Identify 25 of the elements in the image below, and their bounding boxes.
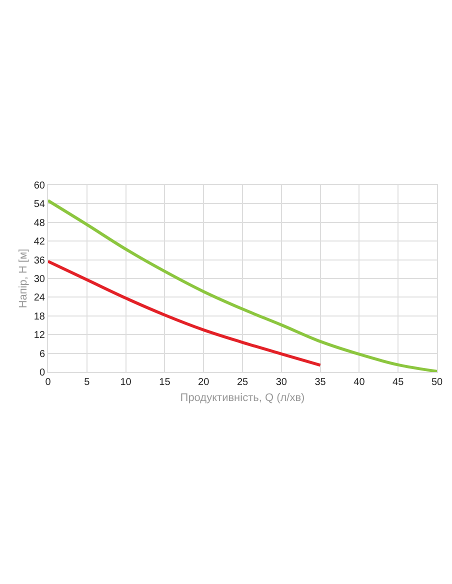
y-tick-label: 36 [34, 255, 46, 266]
y-tick-label: 60 [34, 180, 46, 192]
x-axis-title: Продуктивність, Q (л/хв) [180, 392, 305, 404]
y-tick-label: 18 [34, 311, 46, 322]
x-tick-label: 35 [314, 377, 326, 388]
y-tick-label: 30 [34, 274, 46, 285]
x-tick-label: 10 [120, 377, 132, 388]
y-tick-label: 0 [39, 368, 46, 378]
x-tick-label: 25 [236, 377, 248, 388]
line-series [48, 260, 322, 367]
y-tick-label: 42 [34, 236, 46, 248]
x-tick-label: 50 [431, 377, 443, 388]
y-tick-label: 12 [34, 330, 46, 342]
x-tick-label: 15 [159, 377, 171, 388]
x-tick-label: 30 [276, 377, 288, 388]
x-tick-label: 5 [84, 377, 90, 388]
x-tick-label: 40 [354, 377, 366, 388]
y-tick-label: 48 [34, 218, 46, 229]
x-tick-label: 20 [198, 377, 210, 388]
y-tick-label: 6 [39, 348, 46, 360]
x-tick-label: 45 [392, 377, 404, 388]
y-tick-label: 24 [34, 292, 46, 304]
y-axis-title: Напір, Н [м] [18, 248, 30, 308]
line-series [48, 199, 437, 372]
y-tick-label: 54 [34, 199, 46, 210]
